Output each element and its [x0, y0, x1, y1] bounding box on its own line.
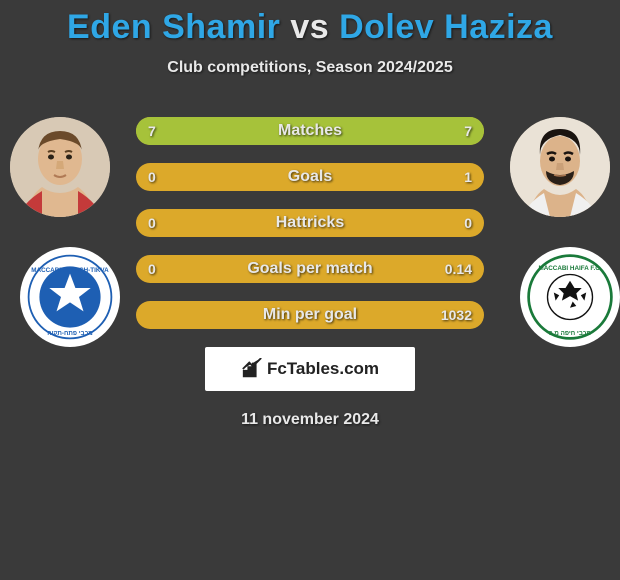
player1-name: Eden Shamir — [67, 8, 280, 46]
svg-text:מכבי חיפה מ.כ: מכבי חיפה מ.כ — [549, 330, 591, 337]
stat-value-left: 7 — [148, 123, 156, 139]
stat-bar: 0 Goals per match 0.14 — [136, 255, 484, 283]
svg-text:מכבי פתח-תקוה: מכבי פתח-תקוה — [47, 330, 93, 337]
player2-name: Dolev Haziza — [339, 8, 553, 46]
stat-value-right: 0.14 — [445, 261, 472, 277]
date-text: 11 november 2024 — [0, 411, 620, 429]
brand-text: FcTables.com — [267, 359, 379, 379]
brand-box: FcTables.com — [205, 347, 415, 391]
stat-value-left: 0 — [148, 261, 156, 277]
vs-text: vs — [290, 8, 329, 46]
svg-text:MACCABI PETACH-TIKVA: MACCABI PETACH-TIKVA — [31, 267, 109, 274]
stat-value-right: 1 — [464, 169, 472, 185]
stat-label: Min per goal — [263, 306, 357, 324]
stat-bar: 7 Matches 7 — [136, 117, 484, 145]
stat-value-left: 0 — [148, 169, 156, 185]
main-area: MACCABI PETACH-TIKVA מכבי פתח-תקוה MACCA… — [0, 97, 620, 329]
stat-label: Hattricks — [276, 214, 344, 232]
stats-bars: 7 Matches 7 0 Goals 1 0 Hattricks 0 0 Goals per ma… — [136, 97, 484, 329]
stat-value-right: 0 — [464, 215, 472, 231]
stat-value-left: 0 — [148, 215, 156, 231]
stat-label: Matches — [278, 122, 342, 140]
stat-value-right: 1032 — [441, 307, 472, 323]
comparison-title: Eden Shamir vs Dolev Haziza — [0, 0, 620, 47]
player2-photo — [510, 117, 610, 217]
stat-label: Goals — [288, 168, 332, 186]
player2-club-logo: MACCABI HAIFA F.C. מכבי חיפה מ.כ — [520, 247, 620, 347]
subtitle: Club competitions, Season 2024/2025 — [0, 59, 620, 77]
chart-icon — [241, 358, 263, 380]
stat-label: Goals per match — [247, 260, 372, 278]
stat-bar: 0 Goals 1 — [136, 163, 484, 191]
stat-bar: Min per goal 1032 — [136, 301, 484, 329]
player1-club-logo: MACCABI PETACH-TIKVA מכבי פתח-תקוה — [20, 247, 120, 347]
svg-text:MACCABI HAIFA F.C.: MACCABI HAIFA F.C. — [538, 265, 601, 272]
stat-bar: 0 Hattricks 0 — [136, 209, 484, 237]
player1-photo — [10, 117, 110, 217]
stat-value-right: 7 — [464, 123, 472, 139]
